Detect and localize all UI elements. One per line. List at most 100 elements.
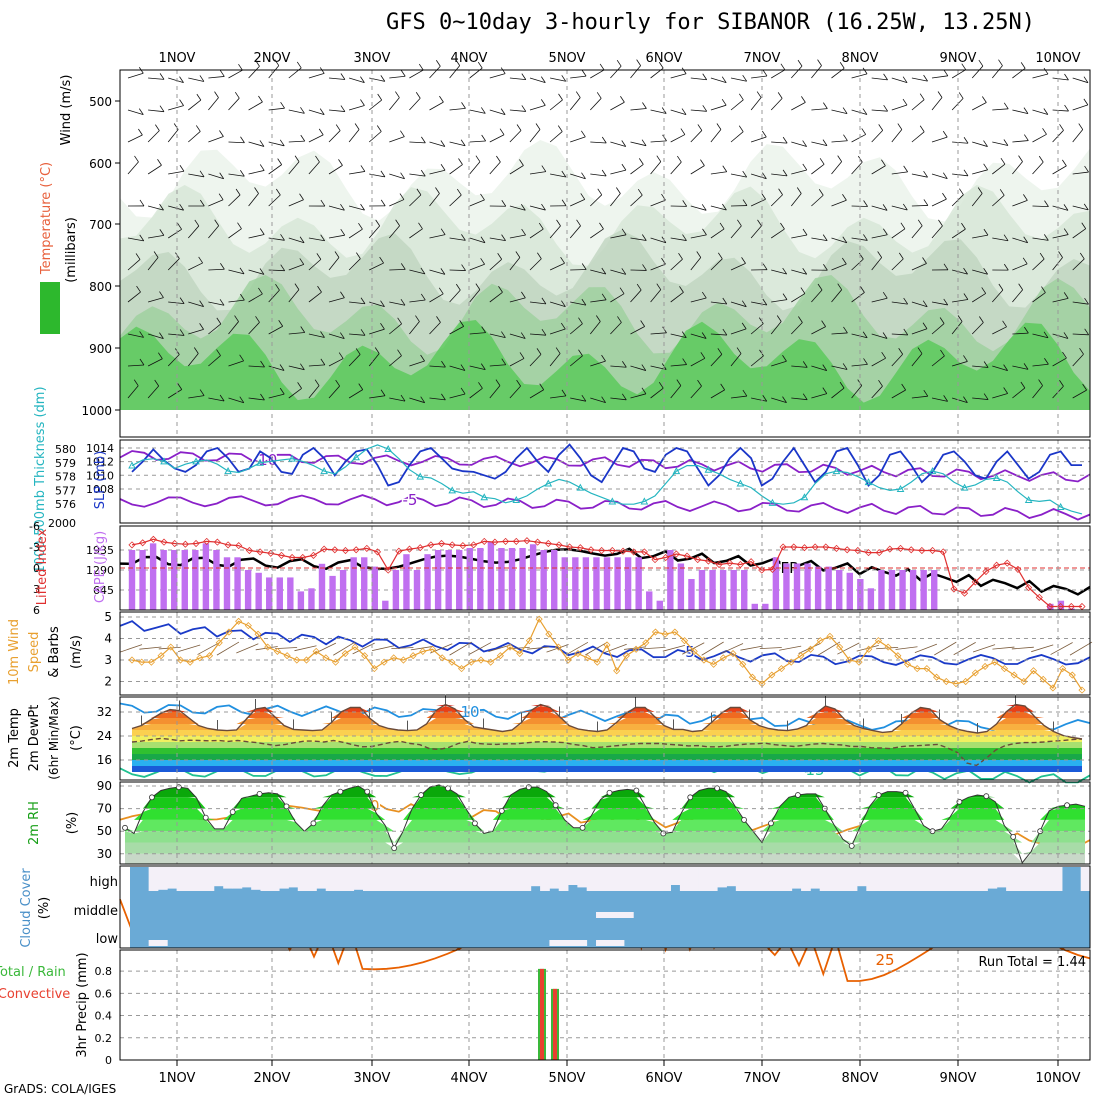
slp-axis-label: SLP (mb)	[93, 451, 108, 510]
wind-barb	[710, 258, 723, 271]
wind-barb-flag	[902, 76, 908, 83]
wind-barb-flag	[1003, 263, 1009, 271]
wind-barb	[710, 104, 727, 111]
wind-barb	[509, 77, 526, 81]
wind10-marker	[419, 647, 427, 655]
wind-barb-flag	[656, 155, 662, 162]
wind-barb-flag	[1003, 234, 1009, 241]
wind-barb	[610, 397, 627, 401]
cape-bar	[593, 557, 600, 610]
wind-barb-flag	[516, 124, 522, 131]
wind-barb-flag	[139, 199, 145, 207]
wind-barb	[529, 171, 546, 175]
wind-barb	[710, 354, 723, 367]
lifted-index-marker	[277, 551, 286, 559]
wind-barb-flag	[640, 320, 645, 327]
wind-barb	[509, 385, 521, 399]
low-cloud-gap	[577, 940, 588, 946]
wind-barb	[610, 65, 622, 79]
wind-barb	[127, 72, 144, 79]
thickness-marker	[480, 493, 489, 501]
wind-barb-flag	[400, 298, 406, 306]
high-cloud-gap	[717, 867, 727, 888]
wind-barb	[811, 237, 828, 242]
cape-bar	[403, 554, 410, 610]
wind-barb	[1052, 205, 1069, 211]
lifted-index-marker	[405, 545, 414, 553]
wind-barb	[1072, 104, 1088, 111]
wind-barb	[831, 263, 847, 271]
wind-barb	[389, 397, 406, 402]
wind-barb-flag	[238, 63, 243, 71]
wind-barb-flag	[1000, 157, 1006, 165]
lifted-index-marker	[971, 578, 979, 586]
wind-barb-flag	[917, 347, 923, 354]
cloud-level-label: low	[96, 932, 119, 947]
cape-bar	[392, 570, 400, 610]
wind10-barb	[333, 641, 356, 656]
wind-barb-flag	[314, 379, 320, 386]
wind-barb-flag	[963, 137, 969, 144]
high-cloud-gap	[307, 867, 317, 891]
wind-barb-flag	[139, 358, 145, 366]
wind10-marker	[1000, 665, 1009, 673]
wind-barb-flag	[802, 228, 808, 236]
thickness-marker	[1056, 502, 1065, 510]
wind-barb	[751, 301, 767, 306]
high-cloud-gap	[577, 867, 588, 888]
wind-barb	[328, 358, 344, 367]
wind-barb-flag	[722, 165, 728, 172]
wind-barb	[167, 228, 182, 239]
wind-barb	[871, 130, 883, 143]
wind10-marker	[225, 628, 233, 636]
wind-barb-flag	[682, 234, 687, 241]
wind-barb	[409, 321, 420, 335]
wind-barb	[831, 332, 848, 335]
wind-barb-flag	[720, 383, 726, 391]
wind-barb-flag	[358, 222, 363, 230]
wind-barb	[690, 234, 707, 239]
wind-barb	[610, 169, 627, 175]
cape-bar	[181, 550, 188, 610]
thickness-marker	[1024, 496, 1033, 504]
wind-barb-flag	[757, 219, 762, 227]
wind-barb	[931, 97, 943, 111]
wind-barb	[610, 293, 625, 303]
wind10-marker	[458, 665, 466, 673]
high-cloud-gap	[1015, 867, 1026, 891]
wind10-barb	[139, 646, 162, 650]
wind-barb-flag	[1062, 159, 1067, 167]
wind-barb-flag	[320, 234, 325, 241]
wind-barb-flag	[195, 125, 201, 132]
cape-bar	[688, 578, 695, 610]
high-cloud-gap	[195, 867, 205, 891]
wind-barb-flag	[317, 285, 322, 293]
wind-barb	[1032, 363, 1049, 367]
high-cloud-gap	[903, 867, 914, 891]
wind-barb	[851, 385, 863, 399]
wind-barb-flag	[259, 140, 265, 147]
wind-barb-flag	[495, 379, 501, 386]
wind-barb-flag	[335, 124, 341, 131]
cape-bar	[561, 557, 568, 610]
lifted-index-marker	[363, 544, 371, 552]
wind-barb	[1072, 258, 1085, 271]
high-cloud-gap	[390, 867, 401, 891]
wind-barb-flag	[963, 355, 968, 362]
wind-barb-flag	[581, 298, 587, 306]
wind-barb-flag	[240, 170, 245, 177]
wind-barb-flag	[1024, 326, 1029, 334]
rh-band	[125, 831, 1085, 843]
wind-barb	[971, 293, 986, 303]
wind-barb	[992, 108, 1009, 111]
wind-barb-flag	[139, 234, 145, 242]
wind-barb-flag	[601, 136, 607, 144]
wind-barb	[187, 353, 199, 367]
wind10-marker	[768, 671, 776, 679]
wind10-barb	[255, 646, 278, 651]
wind-barb	[368, 131, 382, 143]
lifted-index-marker	[576, 544, 584, 552]
wind-barb	[690, 109, 707, 112]
wind-barb	[167, 389, 182, 399]
high-cloud-gap	[586, 867, 597, 891]
